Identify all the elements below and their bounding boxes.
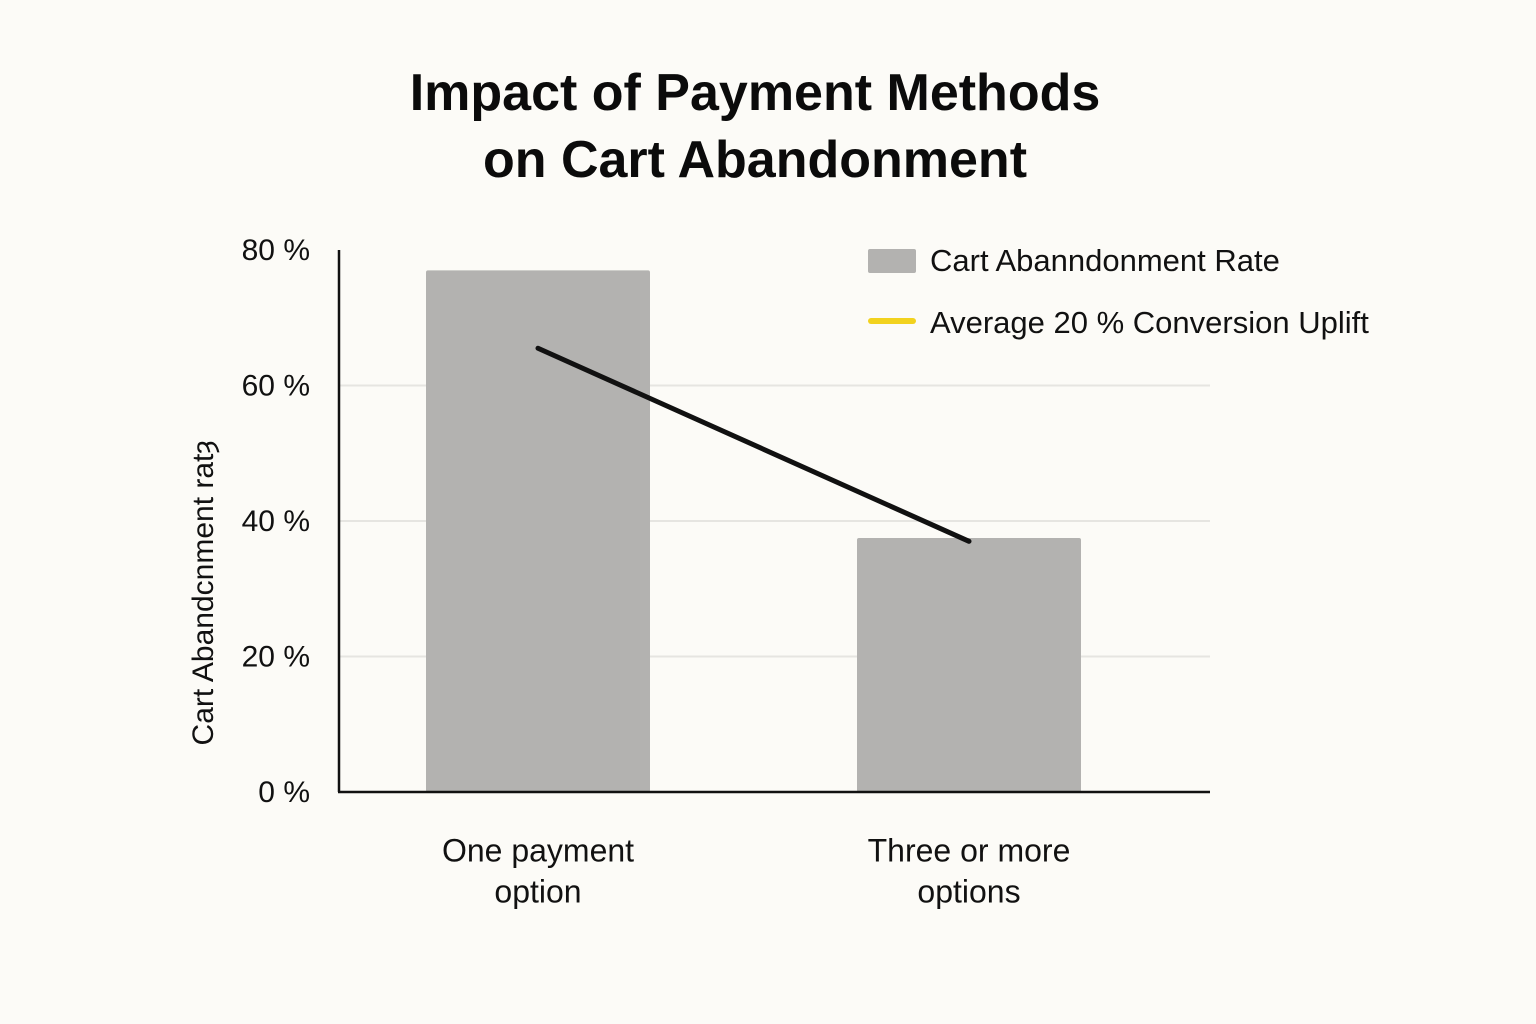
x-category-labels: One payment option Three or more options xyxy=(442,832,1070,909)
y-axis-title: Cart Abandcnment ratȝ xyxy=(187,441,220,746)
bar-1 xyxy=(857,537,1081,792)
chart-title-line-1: Impact of Payment Methods xyxy=(409,64,1101,122)
legend-label-line: Average 20 % Conversion Uplift xyxy=(930,305,1369,340)
bar-0 xyxy=(426,270,650,792)
trend-line-layer xyxy=(535,345,972,544)
axes xyxy=(337,250,1210,794)
category-label-1-line-1: options xyxy=(917,873,1020,909)
chart-title: Impact of Payment Methods on Cart Abando… xyxy=(0,60,1510,194)
y-tick-label-60: 60 % xyxy=(242,369,310,402)
bars xyxy=(426,270,1081,792)
trend-line xyxy=(535,345,972,544)
legend-label-bar: Cart Abanndonment Rate xyxy=(930,243,1280,278)
legend-swatch-bar xyxy=(868,249,916,273)
y-tick-label-40: 40 % xyxy=(242,505,310,538)
category-label-0-line-1: option xyxy=(494,873,581,909)
legend: Cart Abanndonment Rate Average 20 % Conv… xyxy=(868,243,1369,340)
category-label-0-line-0: One payment xyxy=(442,832,634,868)
category-label-1-line-0: Three or more xyxy=(868,832,1071,868)
y-tick-label-80: 80 % xyxy=(242,234,310,267)
y-tick-labels: 0 % 20 % 40 % 60 % 80 % xyxy=(242,234,310,809)
chart-title-line-2: on Cart Abandonment xyxy=(482,131,1028,189)
legend-swatch-line xyxy=(868,318,916,324)
y-tick-label-0: 0 % xyxy=(258,776,310,809)
y-tick-label-20: 20 % xyxy=(242,640,310,673)
